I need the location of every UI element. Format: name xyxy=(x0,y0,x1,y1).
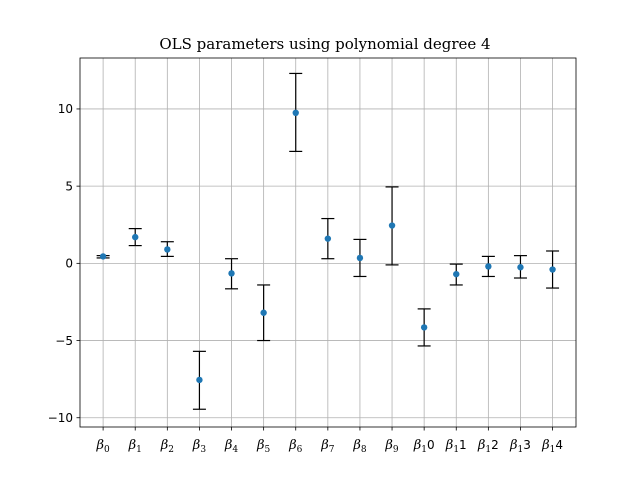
chart-title: OLS parameters using polynomial degree 4 xyxy=(159,35,490,53)
x-tick-label: β8 xyxy=(352,438,367,455)
x-tick-label: β7 xyxy=(320,438,335,455)
x-axis: β0 β1 β2 β3 β4 β5 β6 β7 β8 β9 β10 β11 β12 β13 β14 xyxy=(95,427,563,455)
x-tick-label: β10 xyxy=(413,438,435,455)
data-points xyxy=(99,109,556,384)
x-tick-label: β0 xyxy=(95,438,110,455)
data-point xyxy=(292,109,299,117)
plot-frame xyxy=(79,57,577,428)
y-tick-label: 0 xyxy=(65,257,73,271)
data-point xyxy=(485,263,492,270)
data-point xyxy=(549,266,556,273)
x-tick-label: β14 xyxy=(541,438,563,455)
y-tick-label: −5 xyxy=(55,334,73,348)
data-point xyxy=(164,246,171,253)
x-tick-label: β9 xyxy=(384,438,399,455)
x-tick-label: β6 xyxy=(288,438,303,455)
data-point xyxy=(453,270,460,278)
error-bars xyxy=(96,72,560,410)
data-point xyxy=(260,309,267,316)
y-tick-label: 5 xyxy=(65,179,73,193)
data-point xyxy=(388,222,396,229)
data-point xyxy=(324,235,332,242)
data-point xyxy=(196,376,203,384)
data-point xyxy=(517,264,524,271)
x-tick-label: β13 xyxy=(509,438,531,455)
x-tick-label: β12 xyxy=(477,438,499,455)
data-point xyxy=(132,233,139,241)
data-point xyxy=(356,254,364,262)
y-axis: −10 −5 0 5 10 xyxy=(48,102,80,425)
data-point xyxy=(228,270,235,277)
x-tick-label: β11 xyxy=(445,438,467,455)
data-point xyxy=(420,324,428,331)
x-tick-label: β2 xyxy=(160,438,174,455)
y-tick-label: −10 xyxy=(48,411,73,425)
x-tick-label: β3 xyxy=(192,438,207,455)
x-tick-label: β5 xyxy=(256,438,271,455)
y-tick-label: 10 xyxy=(58,102,73,116)
x-tick-label: β4 xyxy=(224,438,239,455)
x-tick-label: β1 xyxy=(128,438,142,455)
data-point xyxy=(99,253,107,260)
